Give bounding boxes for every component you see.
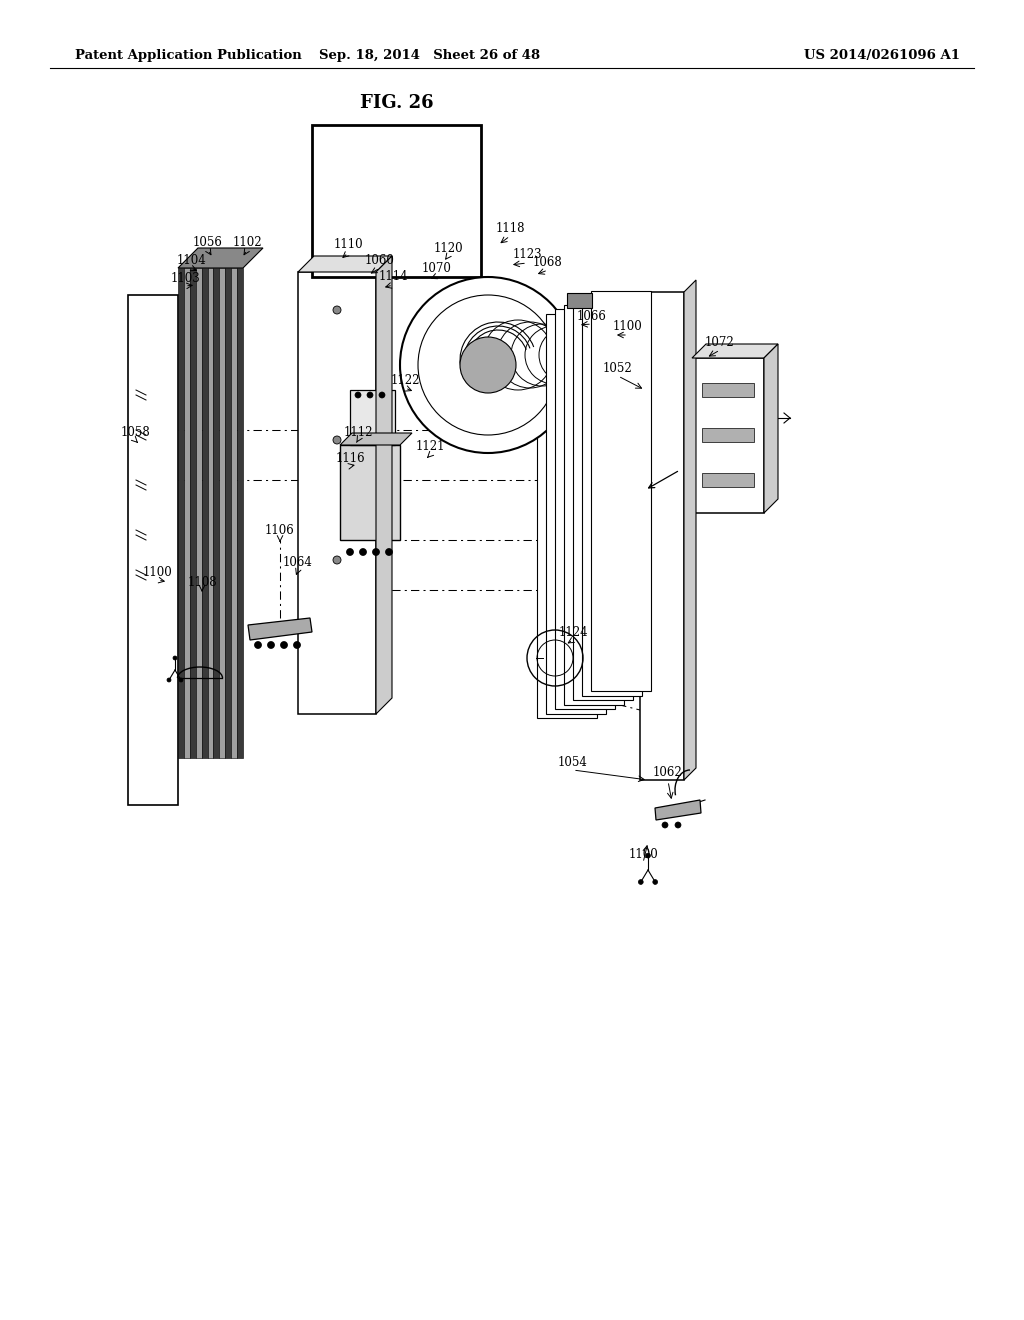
Circle shape	[638, 879, 643, 884]
Circle shape	[267, 642, 274, 648]
Bar	[298, 272, 376, 714]
Polygon shape	[655, 800, 701, 820]
Bar	[591, 290, 651, 690]
Text: 1106: 1106	[265, 524, 295, 536]
Text: 1068: 1068	[534, 256, 563, 268]
Circle shape	[373, 549, 380, 556]
Bar	[702, 383, 754, 397]
Circle shape	[346, 549, 353, 556]
Text: 1120: 1120	[433, 242, 463, 255]
Bar	[702, 428, 754, 442]
Bar	[219, 268, 225, 758]
Text: 1062: 1062	[653, 767, 683, 780]
Polygon shape	[248, 618, 312, 640]
Circle shape	[653, 879, 657, 884]
Text: 1112: 1112	[343, 425, 373, 438]
Bar	[213, 268, 219, 758]
Text: 1056: 1056	[194, 235, 223, 248]
Circle shape	[333, 436, 341, 444]
Text: 1103: 1103	[170, 272, 200, 285]
Text: 1110: 1110	[333, 239, 362, 252]
Text: Sep. 18, 2014  Sheet 26 of 48: Sep. 18, 2014 Sheet 26 of 48	[319, 49, 541, 62]
Bar	[582, 296, 642, 696]
Bar	[350, 389, 395, 445]
Bar	[128, 294, 178, 805]
Text: 1060: 1060	[366, 253, 395, 267]
Circle shape	[167, 678, 171, 682]
Circle shape	[589, 498, 593, 502]
Circle shape	[294, 642, 300, 648]
Text: 1121: 1121	[416, 441, 444, 454]
Circle shape	[385, 549, 392, 556]
Circle shape	[379, 392, 385, 399]
Circle shape	[577, 498, 581, 502]
Circle shape	[179, 678, 183, 682]
Circle shape	[418, 294, 558, 436]
Polygon shape	[340, 433, 412, 445]
Text: 1114: 1114	[378, 271, 408, 284]
Bar	[640, 292, 684, 780]
Bar	[340, 445, 400, 540]
Polygon shape	[684, 280, 696, 780]
Circle shape	[173, 656, 177, 660]
Text: 1064: 1064	[283, 556, 313, 569]
Bar	[231, 268, 238, 758]
Polygon shape	[178, 248, 263, 268]
Circle shape	[645, 853, 650, 858]
Text: 1104: 1104	[176, 253, 206, 267]
Bar	[225, 268, 231, 758]
Text: 1066: 1066	[578, 309, 607, 322]
Text: 1072: 1072	[706, 335, 735, 348]
Circle shape	[355, 392, 361, 399]
Polygon shape	[764, 345, 778, 513]
Bar	[189, 268, 196, 758]
Bar	[184, 268, 189, 758]
Text: 1100: 1100	[143, 565, 173, 578]
Circle shape	[333, 556, 341, 564]
Text: FIG. 26: FIG. 26	[360, 94, 434, 112]
Text: 1124: 1124	[558, 626, 588, 639]
Text: 1118: 1118	[496, 222, 524, 235]
Bar	[537, 318, 597, 718]
Bar	[564, 305, 624, 705]
Circle shape	[583, 477, 587, 480]
Bar	[196, 268, 202, 758]
Circle shape	[359, 549, 367, 556]
Text: 1102: 1102	[232, 235, 262, 248]
Text: 1070: 1070	[422, 261, 452, 275]
Text: 1116: 1116	[335, 451, 365, 465]
Text: US 2014/0261096 A1: US 2014/0261096 A1	[804, 49, 961, 62]
Polygon shape	[298, 256, 392, 272]
Bar	[202, 268, 208, 758]
Circle shape	[460, 337, 516, 393]
Text: 1123: 1123	[512, 248, 542, 261]
Text: 1100: 1100	[628, 849, 657, 862]
Circle shape	[675, 822, 681, 828]
Bar	[692, 358, 764, 513]
Circle shape	[400, 277, 575, 453]
Bar	[208, 268, 213, 758]
Bar	[555, 309, 615, 709]
Bar	[546, 314, 606, 714]
Circle shape	[281, 642, 288, 648]
Bar	[238, 268, 243, 758]
Polygon shape	[692, 345, 778, 358]
Bar	[573, 300, 633, 700]
Circle shape	[367, 392, 373, 399]
Polygon shape	[376, 256, 392, 714]
Bar	[702, 473, 754, 487]
Circle shape	[662, 822, 668, 828]
Text: Patent Application Publication: Patent Application Publication	[75, 49, 302, 62]
Circle shape	[255, 642, 261, 648]
Text: 1100: 1100	[613, 321, 643, 334]
Text: 1052: 1052	[603, 362, 633, 375]
Circle shape	[333, 306, 341, 314]
Text: 1054: 1054	[558, 755, 588, 768]
Bar	[178, 268, 184, 758]
Text: 1108: 1108	[187, 576, 217, 589]
Text: 1122: 1122	[390, 374, 420, 387]
Bar	[312, 125, 481, 277]
Polygon shape	[567, 293, 592, 308]
Text: 1058: 1058	[120, 425, 150, 438]
